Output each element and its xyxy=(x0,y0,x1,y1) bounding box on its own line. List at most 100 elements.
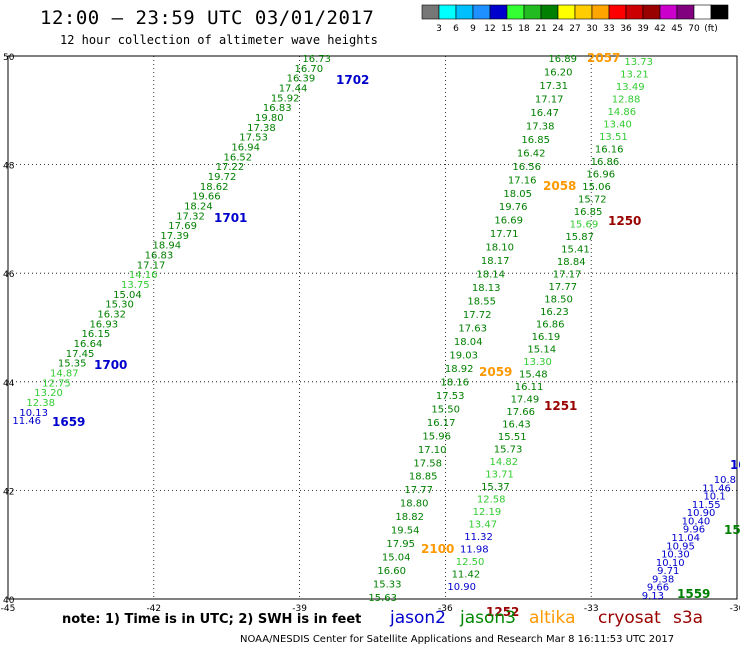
swh-value-track-3: 15.06 xyxy=(582,182,611,193)
color-swatch xyxy=(523,4,542,20)
longitude-label: -42 xyxy=(146,604,161,614)
swh-value-track-4: 9.13 xyxy=(642,591,664,602)
swh-value-track-3: 15.41 xyxy=(561,245,590,256)
swh-value-track-1: 16.94 xyxy=(231,142,260,153)
swh-value-track-2: 17.58 xyxy=(413,458,442,469)
satellite-tracks: 16.7316.7016.3917.4415.9216.8319.8017.38… xyxy=(12,51,740,619)
swh-value-track-1: 17.39 xyxy=(160,231,189,242)
swh-value-track-2: 17.77 xyxy=(404,485,433,496)
swh-value-track-1: 16.64 xyxy=(74,339,103,350)
swh-value-track-2: 17.38 xyxy=(526,121,555,132)
swh-value-track-4: 9.38 xyxy=(652,574,674,585)
swh-value-track-3: 13.21 xyxy=(620,70,649,81)
color-scale-label: 21 xyxy=(535,24,546,34)
swh-value-track-2: 16.69 xyxy=(494,216,523,227)
swh-value-track-3: 10.90 xyxy=(447,582,476,593)
swh-value-track-2: 18.17 xyxy=(481,256,510,267)
swh-value-track-4: 10.95 xyxy=(666,541,695,552)
color-scale-label: 45 xyxy=(671,24,682,34)
color-scale-label: 70 xyxy=(688,24,700,34)
latitude-label: 42 xyxy=(3,487,14,497)
color-scale-label: 3 xyxy=(436,24,442,34)
color-scale-label: 39 xyxy=(637,24,649,34)
swh-value-track-1: 17.69 xyxy=(168,221,197,232)
longitude-label: -45 xyxy=(1,604,16,614)
swh-value-track-2: 18.82 xyxy=(395,512,424,523)
swh-value-track-3: 13.40 xyxy=(603,120,632,131)
legend-jason2: jason2 xyxy=(390,608,446,628)
swh-value-track-1: 19.72 xyxy=(208,172,237,183)
swh-value-track-1: 13.20 xyxy=(34,388,63,399)
color-swatch xyxy=(642,4,661,20)
swh-value-track-2: 16.60 xyxy=(377,566,406,577)
swh-value-track-3: 15.69 xyxy=(570,220,599,231)
swh-value-track-2: 18.14 xyxy=(476,270,505,281)
swh-value-track-2: 18.13 xyxy=(472,283,501,294)
pass-time-label: 2057 xyxy=(587,51,620,65)
color-scale-label: 27 xyxy=(569,24,580,34)
pass-time-label: 1700 xyxy=(94,358,127,372)
swh-value-track-1: 16.39 xyxy=(287,74,316,85)
map-border xyxy=(7,55,738,600)
swh-value-track-2: 16.20 xyxy=(544,67,573,78)
color-scale-label: 36 xyxy=(620,24,632,34)
swh-value-track-3: 13.47 xyxy=(468,520,497,531)
swh-value-track-2: 17.10 xyxy=(418,445,447,456)
color-scale-label: 33 xyxy=(603,24,614,34)
footer-credit: NOAA/NESDIS Center for Satellite Applica… xyxy=(240,634,675,645)
swh-value-track-4: 9.66 xyxy=(647,583,669,594)
swh-value-track-3: 13.49 xyxy=(616,82,645,93)
lat-lon-grid xyxy=(8,56,737,599)
swh-value-track-4: 10.8 xyxy=(714,475,736,486)
swh-value-track-2: 15.04 xyxy=(382,553,411,564)
latitude-label: 40 xyxy=(3,596,15,606)
latitude-label: 44 xyxy=(3,379,15,389)
page-subtitle: 12 hour collection of altimeter wave hei… xyxy=(60,33,378,47)
swh-value-track-2: 15.96 xyxy=(422,431,451,442)
swh-value-track-3: 16.43 xyxy=(502,420,531,431)
pass-time-label: 2058 xyxy=(543,179,576,193)
pass-time-label: 10 xyxy=(730,458,740,472)
swh-value-track-2: 17.17 xyxy=(535,94,564,105)
swh-value-track-1: 15.92 xyxy=(271,93,300,104)
swh-value-track-1: 16.83 xyxy=(263,103,292,114)
swh-value-track-3: 17.17 xyxy=(553,270,582,281)
swh-value-track-3: 11.42 xyxy=(452,570,481,581)
swh-value-track-1: 16.93 xyxy=(89,319,118,330)
swh-value-track-1: 18.62 xyxy=(200,182,229,193)
swh-value-track-3: 11.98 xyxy=(460,545,489,556)
swh-value-track-3: 15.87 xyxy=(565,232,594,243)
swh-value-track-3: 15.37 xyxy=(481,482,510,493)
swh-value-track-1: 14.87 xyxy=(50,369,79,380)
pass-time-label: 2059 xyxy=(479,365,512,379)
color-swatch xyxy=(574,4,593,20)
swh-value-track-1: 18.94 xyxy=(153,241,182,252)
pass-time-label: 1702 xyxy=(336,73,369,87)
swh-value-track-2: 17.72 xyxy=(463,310,492,321)
color-swatch xyxy=(489,4,508,20)
swh-value-track-4: 10.40 xyxy=(682,516,711,527)
swh-value-track-1: 17.22 xyxy=(216,162,245,173)
swh-value-track-4: 11.46 xyxy=(702,483,731,494)
longitude-label: -30 xyxy=(730,604,740,614)
legend-altika: altika xyxy=(529,608,576,628)
color-scale-label: (ft) xyxy=(704,24,718,34)
swh-value-track-2: 16.56 xyxy=(512,162,541,173)
swh-value-track-2: 18.16 xyxy=(440,377,469,388)
swh-value-track-2: 17.53 xyxy=(436,391,465,402)
color-swatch xyxy=(608,4,627,20)
pass-time-label: 1251 xyxy=(544,399,577,413)
swh-value-track-1: 14.16 xyxy=(129,270,158,281)
swh-value-track-3: 12.19 xyxy=(473,507,502,518)
swh-value-track-2: 16.47 xyxy=(530,108,559,119)
pass-time-label: 1659 xyxy=(52,415,85,429)
swh-value-track-1: 13.75 xyxy=(121,280,150,291)
swh-value-track-3: 15.72 xyxy=(578,195,607,206)
swh-value-track-1: 16.15 xyxy=(82,329,111,340)
swh-value-track-3: 18.84 xyxy=(557,257,586,268)
swh-value-track-2: 18.05 xyxy=(503,189,532,200)
swh-value-track-2: 17.31 xyxy=(539,81,568,92)
plot-frame xyxy=(7,55,738,600)
swh-value-track-3: 13.71 xyxy=(485,470,514,481)
